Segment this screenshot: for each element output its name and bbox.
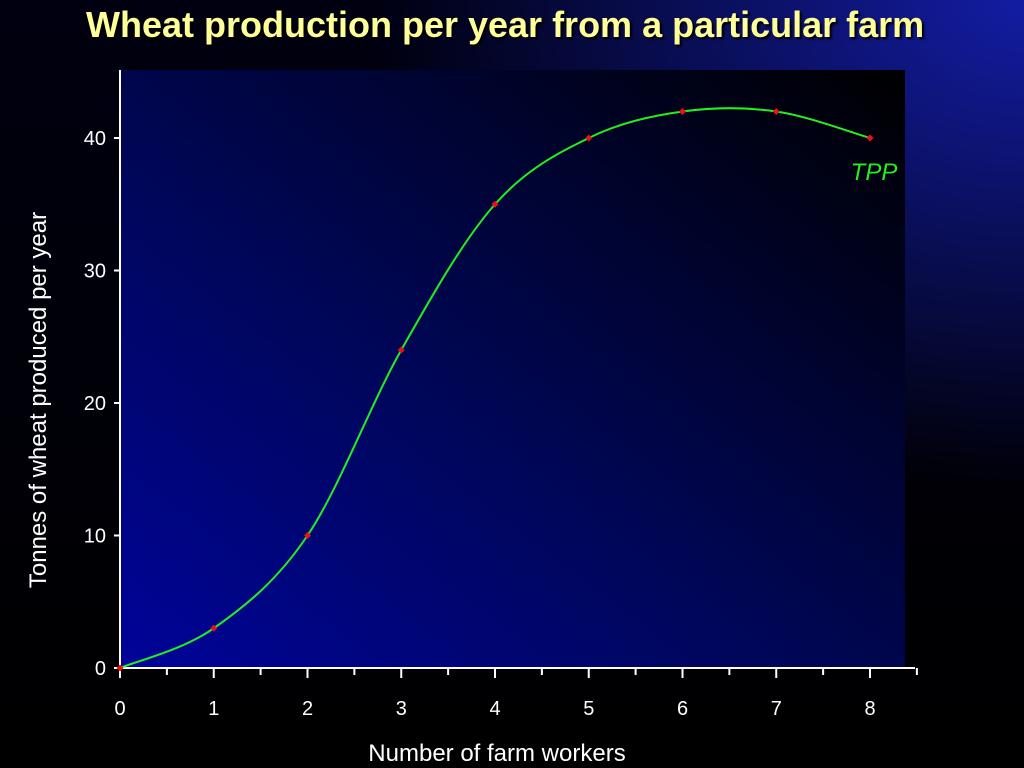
x-tick-label: 3 [396, 698, 407, 720]
curve-layer [119, 107, 871, 669]
y-tick-label: 10 [84, 526, 106, 548]
data-point [304, 532, 311, 539]
y-tick-label: 0 [95, 658, 106, 680]
x-tick-label: 6 [677, 698, 688, 720]
data-point [772, 108, 780, 115]
y-tick-label: 20 [84, 393, 106, 415]
x-tick-label: 7 [771, 698, 782, 720]
data-point [866, 134, 874, 142]
y-tick-label: 40 [84, 128, 106, 150]
data-point [397, 346, 405, 354]
axes [119, 70, 915, 669]
markers-layer [116, 108, 874, 672]
y-tick-label: 30 [84, 261, 106, 283]
x-tick-label: 2 [302, 698, 313, 720]
x-tick-label: 4 [489, 698, 500, 720]
ticks: 0 10 20 30 40 0 1 2 3 4 5 6 7 8 [84, 128, 918, 720]
series-label-tpp: TPP [851, 159, 898, 186]
y-axis-label: Tonnes of wheat produced per year [25, 212, 52, 588]
x-axis-label: Number of farm workers [368, 740, 625, 767]
x-tick-label: 5 [583, 698, 594, 720]
chart-title: Wheat production per year from a particu… [86, 4, 925, 45]
x-tick-label: 0 [114, 698, 125, 720]
series-line-tpp [119, 107, 871, 669]
data-point [585, 134, 593, 142]
plot-area [120, 70, 905, 668]
data-point [210, 624, 218, 632]
data-point [116, 664, 124, 672]
x-tick-label: 8 [864, 698, 875, 720]
data-point [679, 108, 686, 115]
x-tick-label: 1 [208, 698, 219, 720]
data-point [491, 200, 499, 208]
